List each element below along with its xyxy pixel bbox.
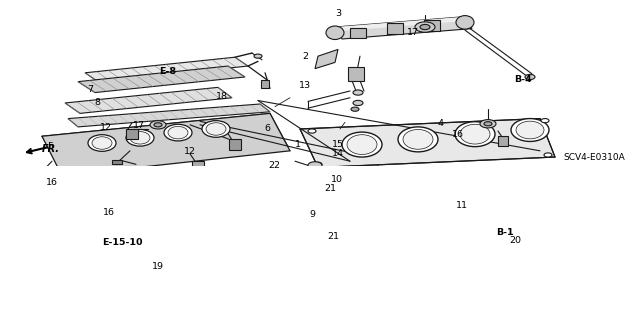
Text: 12: 12 [184, 147, 196, 156]
Circle shape [484, 122, 492, 126]
Polygon shape [350, 27, 366, 38]
Text: 21: 21 [324, 184, 336, 193]
Ellipse shape [403, 130, 433, 149]
Circle shape [541, 119, 549, 123]
Text: E-8: E-8 [159, 67, 177, 76]
Ellipse shape [168, 126, 188, 139]
Text: 5: 5 [47, 142, 53, 151]
Text: 17: 17 [133, 121, 145, 130]
Ellipse shape [206, 123, 226, 135]
Text: 11: 11 [456, 201, 468, 210]
Text: 13: 13 [299, 81, 311, 90]
Text: 15: 15 [332, 140, 344, 149]
Text: 19: 19 [152, 262, 164, 271]
Polygon shape [65, 87, 232, 113]
Text: 18: 18 [216, 92, 228, 101]
Circle shape [549, 199, 561, 205]
Circle shape [375, 224, 385, 229]
Polygon shape [315, 49, 338, 69]
Ellipse shape [456, 16, 474, 29]
Text: 4: 4 [437, 119, 443, 128]
FancyBboxPatch shape [229, 139, 241, 150]
Circle shape [525, 74, 535, 79]
Text: 12: 12 [100, 123, 112, 132]
Text: 10: 10 [331, 175, 343, 184]
Polygon shape [85, 57, 248, 82]
Polygon shape [78, 66, 245, 93]
Ellipse shape [455, 122, 495, 147]
Polygon shape [335, 17, 468, 31]
Text: B-4: B-4 [514, 75, 532, 84]
FancyBboxPatch shape [112, 160, 122, 164]
Text: 2: 2 [302, 52, 308, 61]
Text: 7: 7 [87, 85, 93, 94]
Text: 16: 16 [452, 130, 464, 139]
Ellipse shape [92, 137, 112, 149]
Ellipse shape [88, 135, 116, 151]
Ellipse shape [326, 26, 344, 40]
Circle shape [369, 172, 383, 179]
Circle shape [480, 120, 496, 128]
Text: 16: 16 [46, 177, 58, 187]
Polygon shape [42, 113, 290, 176]
Text: E-15-10: E-15-10 [102, 238, 142, 247]
Circle shape [154, 123, 162, 127]
Ellipse shape [511, 119, 549, 141]
Circle shape [308, 129, 316, 133]
FancyBboxPatch shape [192, 161, 204, 171]
Ellipse shape [164, 124, 192, 141]
FancyBboxPatch shape [498, 136, 508, 145]
Polygon shape [68, 104, 270, 127]
Text: 3: 3 [335, 9, 341, 18]
Circle shape [351, 107, 359, 111]
Text: 16: 16 [103, 208, 115, 217]
FancyBboxPatch shape [366, 185, 384, 192]
Polygon shape [300, 119, 555, 167]
Polygon shape [335, 17, 472, 39]
Text: 22: 22 [268, 161, 280, 170]
Text: 20: 20 [509, 236, 521, 245]
Text: B-1: B-1 [496, 228, 514, 237]
Ellipse shape [130, 131, 150, 144]
Circle shape [353, 90, 363, 95]
Ellipse shape [342, 132, 382, 157]
Circle shape [314, 162, 322, 167]
Text: SCV4-E0310A: SCV4-E0310A [563, 153, 625, 162]
FancyBboxPatch shape [36, 172, 46, 176]
FancyBboxPatch shape [126, 129, 138, 139]
Circle shape [420, 25, 430, 30]
Ellipse shape [347, 135, 377, 154]
Ellipse shape [202, 121, 230, 137]
Text: 17: 17 [407, 28, 419, 37]
Circle shape [353, 100, 363, 106]
FancyBboxPatch shape [261, 79, 269, 88]
Polygon shape [424, 20, 440, 31]
Circle shape [541, 195, 569, 209]
Ellipse shape [126, 130, 154, 146]
Text: 8: 8 [94, 98, 100, 107]
Ellipse shape [398, 127, 438, 152]
Circle shape [150, 121, 166, 129]
Text: 21: 21 [327, 232, 339, 241]
FancyBboxPatch shape [348, 67, 364, 81]
Circle shape [308, 162, 322, 169]
Ellipse shape [512, 188, 524, 199]
Circle shape [254, 54, 262, 58]
Polygon shape [42, 113, 288, 171]
Circle shape [533, 189, 543, 194]
Text: 14: 14 [332, 149, 344, 158]
Text: 1: 1 [295, 140, 301, 149]
Circle shape [544, 153, 552, 157]
Circle shape [415, 22, 435, 32]
Text: 6: 6 [264, 124, 270, 133]
Text: 9: 9 [309, 210, 315, 219]
Ellipse shape [393, 189, 403, 198]
Text: FR.: FR. [42, 144, 60, 154]
Ellipse shape [516, 121, 544, 139]
Polygon shape [387, 23, 403, 34]
Circle shape [363, 215, 377, 222]
Ellipse shape [460, 124, 490, 144]
